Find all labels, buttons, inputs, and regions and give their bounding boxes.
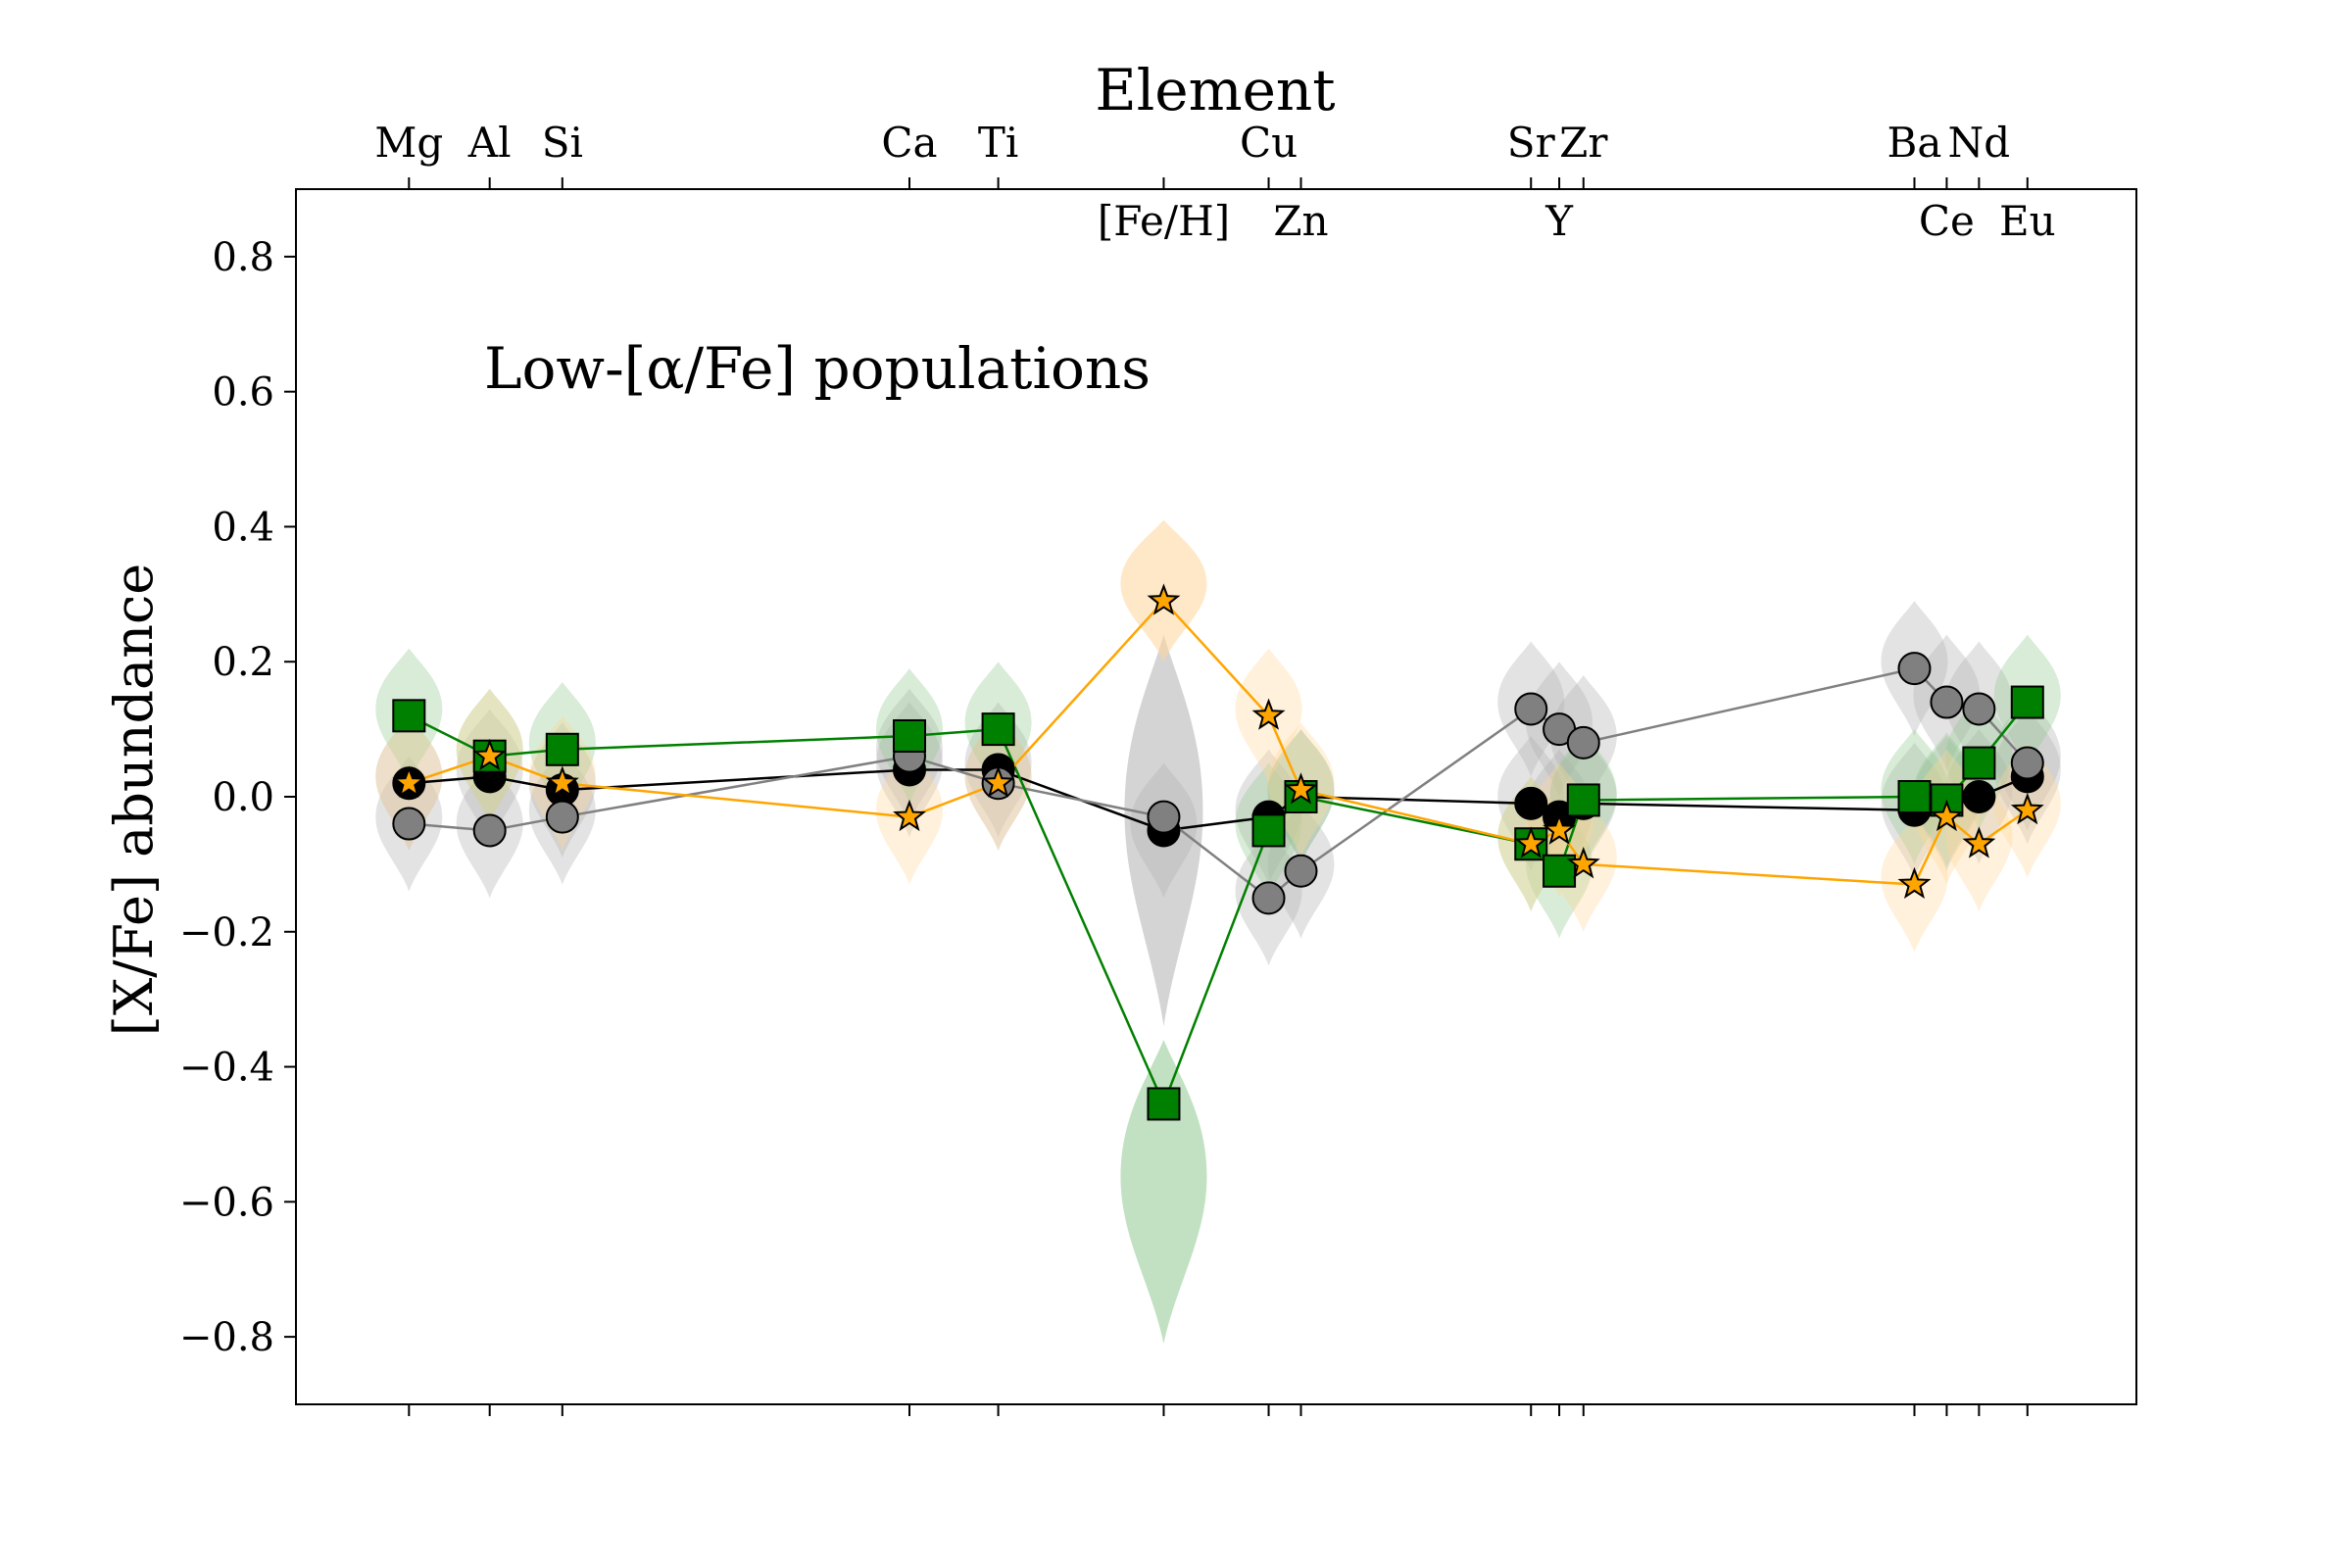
point-gray (1962, 692, 1996, 726)
point-green (392, 699, 426, 733)
element-label: Cu (1240, 119, 1298, 167)
point-orange (472, 738, 507, 771)
point-orange (1962, 826, 1996, 858)
point-gray (1251, 881, 1286, 915)
element-label: Ce (1919, 197, 1975, 245)
element-label: Ti (978, 119, 1018, 167)
violin-layer (375, 519, 2061, 1344)
point-gray (1897, 652, 1932, 686)
point-green (1251, 813, 1286, 848)
element-label: Nd (1948, 119, 2011, 167)
series-markers (392, 583, 2044, 1121)
element-label: Eu (1999, 197, 2056, 245)
point-orange (1514, 826, 1548, 858)
point-gray (1930, 685, 1964, 719)
point-orange (1566, 847, 1600, 879)
point-orange (1147, 583, 1181, 615)
series-line-gray (409, 666, 2029, 900)
point-green (893, 719, 926, 753)
point-gray (1566, 725, 1600, 760)
point-orange (1284, 772, 1318, 805)
y-tick-label: 0.4 (212, 505, 274, 550)
element-label: Sr (1507, 119, 1556, 167)
element-label: Zr (1559, 119, 1608, 167)
point-orange (545, 765, 579, 798)
y-tick-label: −0.6 (179, 1180, 274, 1225)
y-tick-label: 0.6 (212, 370, 274, 416)
x-axis-top: Mg Al Si Ca Ti [Fe/H]Cu Zn Sr Y Zr Ba Ce Nd Eu (374, 119, 2055, 245)
element-label: Zn (1273, 197, 1328, 245)
point-orange (1897, 866, 1932, 900)
x-axis-bottom (408, 1404, 2029, 1416)
chart-title: Element (1095, 57, 1335, 123)
y-axis: −0.8 −0.6 −0.4 −0.2 0.0 0.2 0.4 0.6 0.8 (179, 235, 296, 1360)
point-green (1566, 783, 1600, 817)
point-orange (981, 765, 1015, 798)
point-gray (1147, 800, 1181, 834)
element-label: Si (542, 119, 583, 167)
point-orange (392, 765, 426, 798)
point-gray (1514, 692, 1548, 726)
point-orange (893, 799, 926, 832)
y-tick-label: −0.2 (179, 910, 274, 956)
point-green (1897, 780, 1932, 813)
point-gray (545, 800, 579, 834)
element-label: [Fe/H] (1098, 197, 1230, 245)
point-green (1147, 1087, 1181, 1121)
y-tick-label: −0.4 (179, 1046, 274, 1091)
y-tick-label: −0.8 (179, 1315, 274, 1360)
y-tick-label: 0.0 (212, 775, 274, 820)
point-gray (392, 807, 426, 841)
point-orange (1251, 698, 1286, 730)
series-lines (408, 599, 2029, 1107)
point-green (2010, 685, 2044, 719)
y-tick-label: 0.8 (212, 235, 274, 280)
point-green (981, 712, 1015, 747)
series-line-orange (408, 599, 2029, 886)
point-gray (2010, 746, 2044, 780)
point-orange (2010, 792, 2044, 825)
element-label: Ba (1887, 119, 1942, 167)
point-green (1962, 746, 1996, 780)
point-orange (1543, 812, 1577, 845)
point-black (1962, 780, 1996, 813)
point-gray (1284, 854, 1318, 888)
population-annotation: Low-[α/Fe] populations (484, 335, 1151, 402)
y-tick-label: 0.2 (212, 640, 274, 685)
y-axis-label: [X/Fe] abundance (103, 564, 165, 1036)
violin (1120, 1040, 1207, 1344)
element-label: Ca (881, 119, 937, 167)
element-label: Al (467, 119, 512, 167)
point-gray (472, 813, 507, 848)
series-line-green (408, 701, 2029, 1107)
point-orange (1930, 799, 1964, 832)
element-label: Mg (374, 119, 443, 167)
element-label: Y (1544, 197, 1574, 245)
point-green (545, 732, 579, 766)
point-black (1514, 786, 1548, 820)
